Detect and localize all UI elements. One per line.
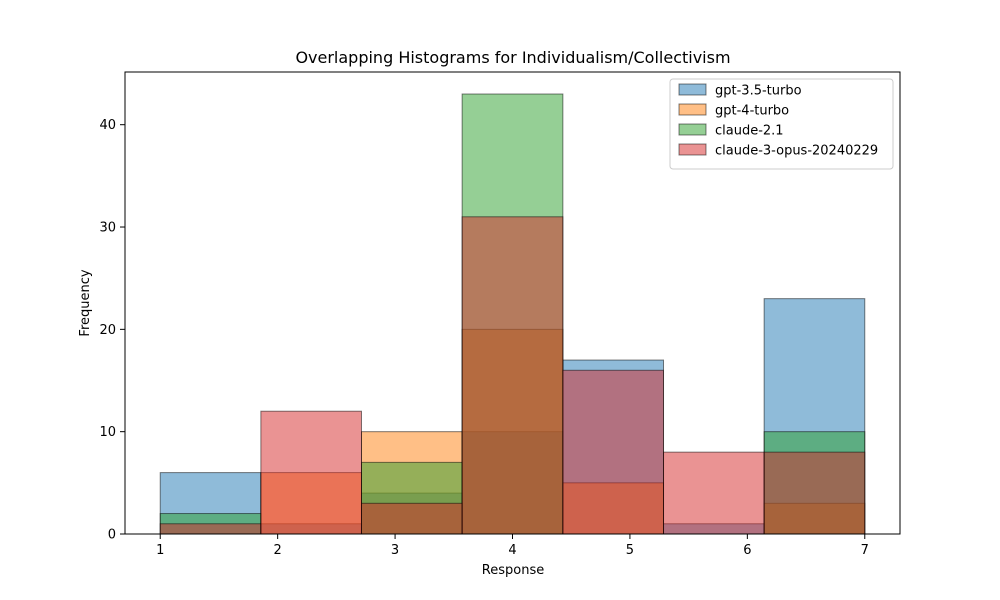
x-tick-label: 1 [156,543,164,558]
y-tick-label: 10 [99,425,116,440]
legend-label-claude-3-opus-20240229: claude-3-opus-20240229 [715,144,878,159]
legend-swatch-claude-2.1 [678,123,707,136]
legend-swatch-gpt-4-turbo [678,103,707,116]
x-tick-label: 3 [391,543,399,558]
x-axis-label: Response [482,563,544,578]
bar-claude-3-opus-20240229-bin-2 [260,410,362,535]
bar-claude-3-opus-20240229-bin-6 [663,451,765,535]
y-tick-label: 20 [99,323,116,338]
bar-claude-3-opus-20240229-bin-7 [763,451,866,535]
bar-claude-3-opus-20240229-bin-1 [159,523,262,535]
legend: gpt-3.5-turbo gpt-4-turbo claude-2.1 claude… [669,78,894,170]
legend-box [669,78,894,170]
y-tick-label: 30 [99,221,116,236]
chart-title: Overlapping Histograms for Individualism… [295,48,730,67]
y-axis-label: Frequency [78,269,93,336]
x-tick-label: 6 [743,543,751,558]
legend-swatch-claude-3-opus-20240229 [678,143,707,156]
legend-label-claude-2.1: claude-2.1 [715,124,784,139]
legend-swatch-gpt-3.5-turbo [678,83,707,96]
legend-label-gpt-4-turbo: gpt-4-turbo [715,104,789,119]
y-tick-label: 40 [99,118,116,133]
bars-layer [159,93,866,535]
bar-claude-3-opus-20240229-bin-5 [562,369,665,535]
x-tick-label: 5 [626,543,634,558]
bar-claude-3-opus-20240229-bin-4 [461,216,564,535]
x-tick-label: 7 [861,543,869,558]
y-axis: 0 10 20 30 40 [99,118,125,543]
x-axis: 1 2 3 4 5 6 7 [156,534,869,558]
x-tick-label: 2 [274,543,282,558]
y-tick-label: 0 [108,528,116,543]
x-tick-label: 4 [508,543,516,558]
bar-claude-3-opus-20240229-bin-3 [360,502,463,535]
legend-label-gpt-3.5-turbo: gpt-3.5-turbo [715,84,802,99]
